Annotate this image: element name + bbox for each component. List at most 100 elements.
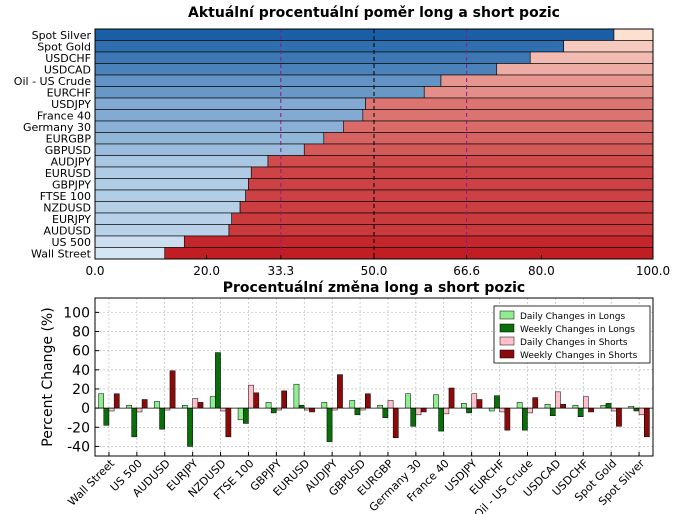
change-bar — [544, 404, 551, 409]
x-tick-label: 66.6 — [453, 264, 480, 278]
change-bar — [182, 404, 188, 409]
x-tick-label: 20.0 — [193, 264, 220, 278]
change-bar — [466, 407, 472, 414]
change-bar — [616, 407, 622, 427]
change-bar — [560, 404, 566, 409]
change-bar — [326, 407, 333, 442]
change-bar — [405, 393, 411, 409]
change-bar — [103, 407, 110, 426]
change-bar — [443, 407, 450, 415]
y-tick-label: 100 — [63, 305, 90, 321]
legend-label: Weekly Changes in Shorts — [520, 351, 638, 361]
change-bar — [270, 407, 277, 414]
change-bar — [248, 384, 254, 409]
x-tick-label: 100.0 — [636, 264, 670, 278]
change-bar — [108, 407, 115, 412]
change-bar — [555, 391, 561, 409]
legend-label: Daily Changes in Longs — [520, 312, 625, 322]
change-bar — [131, 407, 138, 438]
change-bar — [644, 407, 650, 438]
category-label: NZDUSD — [43, 201, 91, 214]
change-bar — [141, 399, 148, 409]
change-y-axis-label: Percent Change (%) — [40, 307, 56, 446]
change-bar — [549, 407, 556, 417]
change-bar — [377, 404, 383, 409]
category-label: GBPJPY — [52, 178, 91, 191]
change-bar — [136, 407, 143, 413]
category-label: USDJPY — [51, 98, 91, 111]
y-tick-label: 80 — [72, 325, 90, 341]
category-label: GBPUSD — [45, 144, 91, 157]
change-bar — [154, 401, 160, 409]
y-tick-label: 40 — [72, 363, 90, 379]
category-label: Oil - US Crude — [14, 75, 91, 88]
change-bar — [577, 407, 584, 417]
change-bar — [488, 407, 495, 412]
change-bar — [113, 393, 120, 409]
change-bars — [98, 352, 650, 447]
change-bar — [610, 407, 617, 412]
change-bar — [365, 393, 371, 409]
change-bar — [321, 402, 328, 409]
change-bar — [209, 396, 216, 409]
legend-swatch — [499, 349, 515, 359]
change-bar — [522, 407, 528, 431]
x-tick-label: 50.0 — [361, 264, 388, 278]
category-label: EURUSD — [45, 167, 91, 180]
legend-swatch — [499, 310, 515, 320]
legend-label: Daily Changes in Shorts — [520, 338, 628, 348]
category-label: Germany 30 — [23, 121, 91, 134]
category-label: US 500 — [51, 236, 91, 249]
change-bar — [420, 407, 427, 413]
change-y-ticks: 100 80 60 40 20 0 -20 -40 — [63, 305, 99, 455]
change-bar — [187, 407, 193, 447]
change-plot-frame — [94, 297, 654, 457]
change-bar — [448, 387, 455, 409]
category-label: Wall Street — [31, 247, 92, 260]
y-tick-label: -40 — [67, 439, 90, 455]
change-bar — [532, 397, 539, 409]
change-bar — [588, 407, 594, 413]
category-label: USDCAD — [44, 63, 91, 76]
change-bar — [410, 407, 417, 427]
change-bar — [243, 407, 249, 424]
change-bar — [494, 395, 500, 409]
change-bar — [605, 403, 612, 409]
change-bar — [633, 407, 640, 412]
change-bar — [516, 402, 523, 409]
x-tick-label: 33.3 — [267, 264, 294, 278]
change-bar — [387, 400, 394, 409]
category-label: EURJPY — [52, 213, 91, 226]
category-label: EURCHF — [47, 86, 91, 99]
change-bar — [438, 407, 444, 432]
change-bar — [392, 407, 399, 439]
change-bar — [225, 407, 232, 438]
ratio-chart-title: Aktuální procentuální poměr long a short… — [188, 5, 560, 21]
change-bar — [253, 392, 260, 409]
ratio-reference-lines — [280, 29, 468, 259]
change-bar — [298, 404, 305, 409]
change-bar — [349, 400, 356, 409]
category-label: AUDUSD — [43, 224, 91, 237]
change-bar — [220, 407, 227, 412]
y-tick-label: -20 — [67, 420, 90, 436]
category-label: France 40 — [37, 109, 91, 122]
y-tick-label: 0 — [81, 401, 90, 417]
change-bar — [293, 383, 300, 409]
change-bar — [337, 374, 343, 409]
change-bar — [197, 402, 204, 409]
change-bar — [382, 407, 389, 418]
change-bar — [583, 396, 589, 409]
ratio-bars — [94, 28, 654, 260]
change-bar — [572, 404, 579, 409]
change-bar — [237, 407, 244, 420]
ratio-x-ticks: 0.0 20.0 33.3 50.0 66.6 80.0 100.0 — [85, 255, 670, 278]
change-bar — [527, 407, 533, 414]
change-bar — [415, 407, 422, 416]
change-bar — [265, 402, 272, 409]
change-bar — [471, 393, 478, 409]
legend-box — [493, 305, 651, 364]
